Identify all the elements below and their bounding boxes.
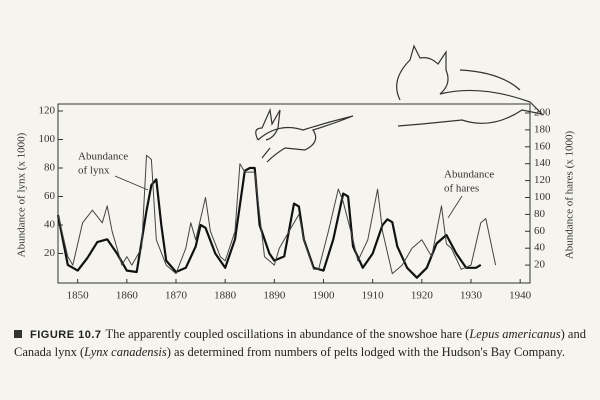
y2-tick-label: 120 bbox=[534, 174, 551, 186]
series-line bbox=[57, 154, 497, 275]
annotation: of lynx bbox=[78, 165, 110, 177]
lynx-drawing bbox=[396, 44, 544, 127]
x-tick-label: 1940 bbox=[509, 290, 532, 302]
x-tick-label: 1880 bbox=[214, 290, 237, 302]
annotation: Abundance bbox=[444, 169, 494, 181]
y2-tick-label: 80 bbox=[534, 208, 546, 220]
caption-species: Lynx canadensis bbox=[84, 345, 167, 359]
y2-tick-label: 40 bbox=[534, 242, 546, 254]
y2-tick-label: 160 bbox=[534, 140, 551, 152]
caption-text: ) as determined from numbers of pelts lo… bbox=[166, 345, 565, 359]
annotation-leader bbox=[114, 175, 149, 191]
y2-tick-label: 60 bbox=[534, 225, 546, 237]
caption-marker bbox=[14, 330, 22, 338]
y-axis-title: Abundance of lynx (x 1000) bbox=[16, 132, 28, 257]
y2-tick-label: 100 bbox=[534, 191, 551, 203]
y2-tick-label: 200 bbox=[534, 107, 551, 119]
chart: Abundance of lynx Abundance of hares Abu… bbox=[16, 44, 576, 302]
y2-tick-label: 140 bbox=[534, 157, 551, 169]
y-tick-label: 120 bbox=[39, 105, 56, 117]
x-tick-label: 1890 bbox=[263, 290, 286, 302]
y2-axis-title: Abundance of hares (x 1000) bbox=[564, 131, 576, 260]
x-tick-label: 1920 bbox=[411, 290, 434, 302]
annotation-leader bbox=[447, 195, 463, 219]
caption-text: ) and Canada lynx ( bbox=[14, 327, 586, 359]
y-tick-label: 80 bbox=[44, 162, 56, 174]
caption: FIGURE 10.7 The apparently coupled oscill… bbox=[14, 326, 586, 361]
y-tick-label: 100 bbox=[39, 133, 56, 145]
x-tick-label: 1900 bbox=[313, 290, 336, 302]
caption-species: Lepus americanus bbox=[469, 327, 561, 341]
y2-tick-label: 180 bbox=[534, 123, 551, 135]
series-line bbox=[56, 166, 482, 279]
y-tick-label: 20 bbox=[44, 247, 56, 259]
figure-label: FIGURE 10.7 bbox=[30, 329, 102, 341]
caption-text: The apparently coupled oscillations in a… bbox=[105, 327, 470, 341]
hare-drawing bbox=[255, 107, 354, 163]
x-tick-label: 1910 bbox=[362, 290, 385, 302]
y-tick-label: 40 bbox=[44, 219, 56, 231]
plot-frame bbox=[57, 103, 531, 284]
x-tick-label: 1850 bbox=[67, 290, 90, 302]
x-tick-label: 1860 bbox=[116, 290, 139, 302]
annotation: Abundance bbox=[78, 151, 128, 163]
annotation: of hares bbox=[444, 183, 479, 195]
y-tick-label: 60 bbox=[44, 190, 56, 202]
y2-tick-label: 20 bbox=[534, 259, 546, 271]
x-tick-label: 1930 bbox=[460, 290, 483, 302]
x-tick-label: 1870 bbox=[165, 290, 188, 302]
